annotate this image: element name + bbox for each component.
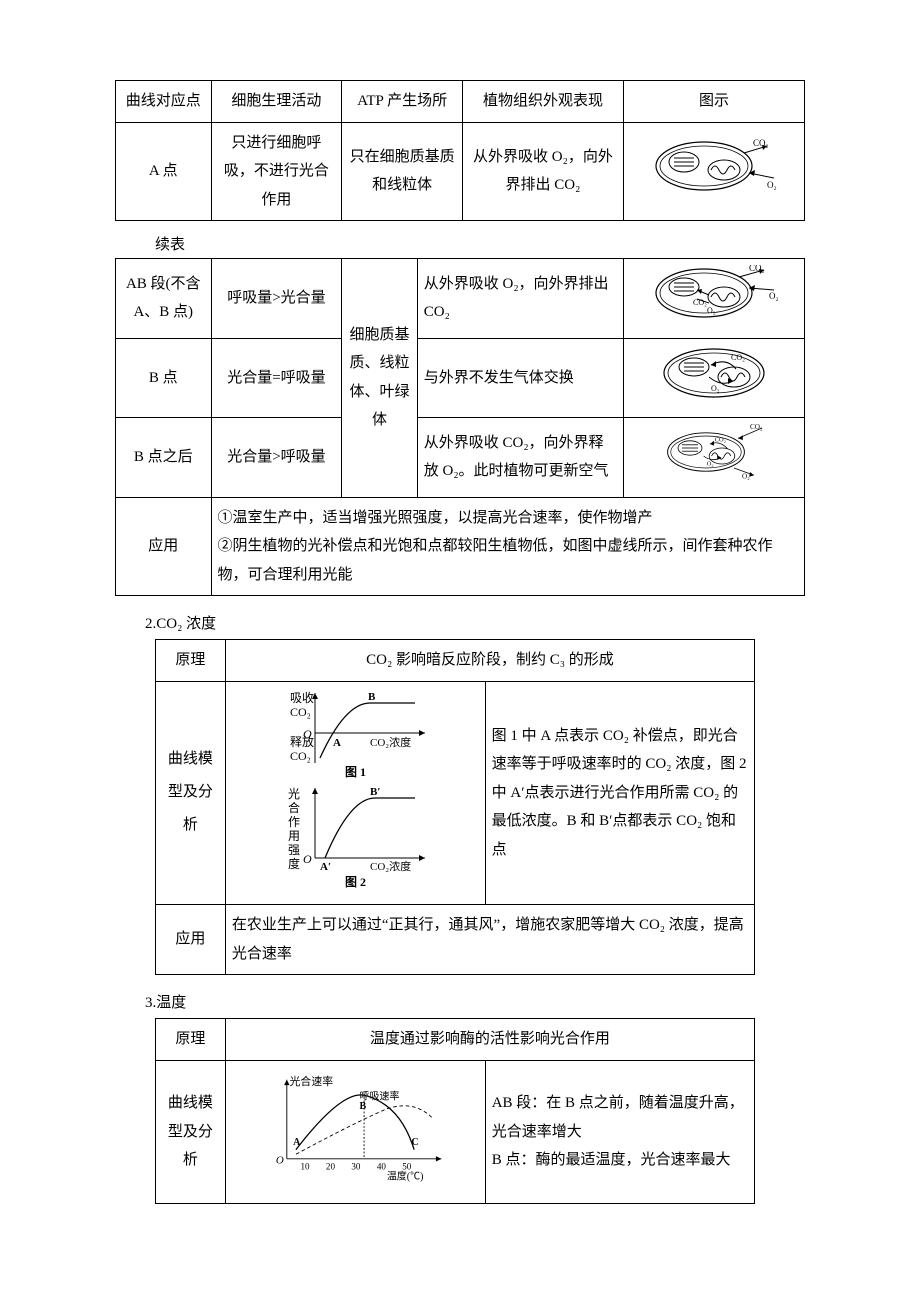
svg-text:吸收: 吸收 bbox=[290, 691, 314, 705]
row-a-appearance: 从外界吸收 O₂，向外界排出 CO₂ bbox=[462, 122, 623, 221]
svg-text:图 1: 图 1 bbox=[345, 765, 366, 779]
svg-text:B: B bbox=[360, 1100, 367, 1111]
svg-text:合: 合 bbox=[288, 800, 300, 815]
s2-app-text: 在农业生产上可以通过“正其行，通其风”，增施农家肥等增大 CO₂ 浓度，提高光合… bbox=[225, 905, 754, 975]
temperature-table: 原理 温度通过影响酶的活性影响光合作用 曲线模型及分析 光合速率 O 呼吸速率 … bbox=[155, 1018, 755, 1204]
row-afterb-appearance: 从外界吸收 CO₂，向外界释放 O₂。此时植物可更新空气 bbox=[417, 418, 623, 498]
svg-text:B′: B′ bbox=[370, 786, 380, 798]
svg-text:CO₂: CO₂ bbox=[749, 265, 765, 273]
row-a-activity: 只进行细胞呼吸，不进行光合作用 bbox=[211, 122, 342, 221]
svg-text:CO₂: CO₂ bbox=[290, 749, 311, 763]
row-afterb-activity: 光合量>呼吸量 bbox=[211, 418, 342, 498]
s2-app-label: 应用 bbox=[156, 905, 226, 975]
atp-merged: 细胞质基质、线粒体、叶绿体 bbox=[342, 259, 417, 498]
svg-text:40: 40 bbox=[377, 1161, 387, 1171]
svg-text:50: 50 bbox=[403, 1161, 413, 1171]
row-b-appearance: 与外界不发生气体交换 bbox=[417, 338, 623, 418]
co2-graphs-icon: 吸收 CO₂ O 释放 CO₂ A B CO₂浓度 图 1 光 合 作 用 强 … bbox=[270, 688, 440, 888]
svg-text:光: 光 bbox=[288, 787, 300, 801]
th-atp: ATP 产生场所 bbox=[342, 81, 463, 123]
row-b-diagram: CO₂ O₂ bbox=[623, 338, 804, 418]
row-ab-activity: 呼吸量>光合量 bbox=[211, 259, 342, 339]
row-a-point: A 点 bbox=[116, 122, 212, 221]
cell-diagram-ab-icon: CO₂ O₂ CO₂ O₂ bbox=[649, 265, 779, 321]
svg-text:CO₂: CO₂ bbox=[731, 353, 745, 362]
svg-text:温度(℃): 温度(℃) bbox=[387, 1169, 424, 1182]
s3-analysis: AB 段：在 B 点之前，随着温度升高，光合速率增大 B 点：酶的最适温度，光合… bbox=[485, 1060, 754, 1204]
row-app-text: ①温室生产中，适当增强光照强度，以提高光合速率，使作物增产 ②阴生植物的光补偿点… bbox=[211, 497, 804, 596]
svg-text:强: 强 bbox=[288, 843, 300, 857]
svg-text:O₂: O₂ bbox=[707, 461, 714, 468]
cell-diagram-b-icon: CO₂ O₂ bbox=[649, 345, 779, 401]
row-b-activity: 光合量=呼吸量 bbox=[211, 338, 342, 418]
cell-diagram-a-icon: CO₂ O₂ bbox=[649, 138, 779, 194]
svg-text:图 2: 图 2 bbox=[345, 875, 366, 888]
svg-text:CO₂浓度: CO₂浓度 bbox=[370, 735, 411, 749]
svg-text:用: 用 bbox=[288, 829, 300, 843]
svg-text:10: 10 bbox=[301, 1161, 311, 1171]
th-appearance: 植物组织外观表现 bbox=[462, 81, 623, 123]
svg-text:CO₂: CO₂ bbox=[290, 705, 311, 719]
s2-graphs: 吸收 CO₂ O 释放 CO₂ A B CO₂浓度 图 1 光 合 作 用 强 … bbox=[225, 681, 485, 905]
th-diagram: 图示 bbox=[623, 81, 804, 123]
s3-principle-label: 原理 bbox=[156, 1019, 226, 1061]
th-curve-point: 曲线对应点 bbox=[116, 81, 212, 123]
svg-text:光合速率: 光合速率 bbox=[290, 1074, 334, 1088]
s3-model-label: 曲线模型及分析 bbox=[156, 1060, 226, 1204]
svg-text:O₂: O₂ bbox=[707, 306, 716, 315]
section3-title: 3.温度 bbox=[115, 991, 805, 1012]
s2-analysis: 图 1 中 A 点表示 CO₂ 补偿点，即光合速率等于呼吸速率时的 CO₂ 浓度… bbox=[485, 681, 754, 905]
svg-text:O₂: O₂ bbox=[711, 384, 720, 393]
row-afterb-point: B 点之后 bbox=[116, 418, 212, 498]
svg-text:O: O bbox=[303, 852, 312, 866]
s2-principle-label: 原理 bbox=[156, 640, 226, 682]
light-intensity-table-cont: AB 段(不含A、B 点) 呼吸量>光合量 细胞质基质、线粒体、叶绿体 从外界吸… bbox=[115, 258, 805, 596]
s2-principle: CO₂ 影响暗反应阶段，制约 C₃ 的形成 bbox=[225, 640, 754, 682]
svg-text:O₂: O₂ bbox=[769, 291, 779, 301]
svg-text:作: 作 bbox=[288, 815, 300, 829]
svg-text:20: 20 bbox=[326, 1161, 336, 1171]
svg-text:O₂: O₂ bbox=[767, 180, 777, 190]
svg-text:30: 30 bbox=[352, 1161, 362, 1171]
temperature-graph-icon: 光合速率 O 呼吸速率 A B C 10 20 30 40 50 温度(℃) bbox=[255, 1067, 455, 1187]
row-a-diagram: CO₂ O₂ bbox=[623, 122, 804, 221]
continue-label: 续表 bbox=[115, 229, 805, 258]
svg-text:度: 度 bbox=[288, 856, 300, 871]
light-intensity-table-header: 曲线对应点 细胞生理活动 ATP 产生场所 植物组织外观表现 图示 A 点 只进… bbox=[115, 80, 805, 221]
row-b-point: B 点 bbox=[116, 338, 212, 418]
svg-text:A: A bbox=[293, 1137, 301, 1148]
row-ab-diagram: CO₂ O₂ CO₂ O₂ bbox=[623, 259, 804, 339]
co2-table: 原理 CO₂ 影响暗反应阶段，制约 C₃ 的形成 曲线模型及分析 吸收 CO₂ … bbox=[155, 639, 755, 975]
svg-text:CO₂: CO₂ bbox=[753, 138, 769, 148]
svg-text:A: A bbox=[333, 737, 341, 749]
svg-text:C: C bbox=[412, 1137, 419, 1148]
th-activity: 细胞生理活动 bbox=[211, 81, 342, 123]
s3-principle: 温度通过影响酶的活性影响光合作用 bbox=[225, 1019, 754, 1061]
section2-title: 2.CO₂ 浓度 bbox=[115, 612, 805, 633]
svg-text:A′: A′ bbox=[320, 861, 331, 873]
svg-text:释放: 释放 bbox=[290, 734, 314, 749]
svg-text:O: O bbox=[276, 1154, 284, 1166]
row-ab-point: AB 段(不含A、B 点) bbox=[116, 259, 212, 339]
row-ab-appearance: 从外界吸收 O₂，向外界排出 CO₂ bbox=[417, 259, 623, 339]
s3-graph: 光合速率 O 呼吸速率 A B C 10 20 30 40 50 温度(℃) bbox=[225, 1060, 485, 1204]
svg-text:B: B bbox=[368, 691, 376, 703]
svg-text:CO₂浓度: CO₂浓度 bbox=[370, 859, 411, 873]
row-a-atp: 只在细胞质基质和线粒体 bbox=[342, 122, 463, 221]
svg-text:CO₂: CO₂ bbox=[750, 424, 763, 431]
row-afterb-diagram: CO₂ CO₂ O₂ O₂ bbox=[623, 418, 804, 498]
cell-diagram-afterb-icon: CO₂ CO₂ O₂ O₂ bbox=[649, 424, 779, 480]
svg-text:O₂: O₂ bbox=[742, 472, 750, 480]
row-app-label: 应用 bbox=[116, 497, 212, 596]
svg-text:CO₂: CO₂ bbox=[693, 298, 707, 307]
s2-model-label: 曲线模型及分析 bbox=[156, 681, 226, 905]
svg-text:CO₂: CO₂ bbox=[715, 437, 726, 444]
